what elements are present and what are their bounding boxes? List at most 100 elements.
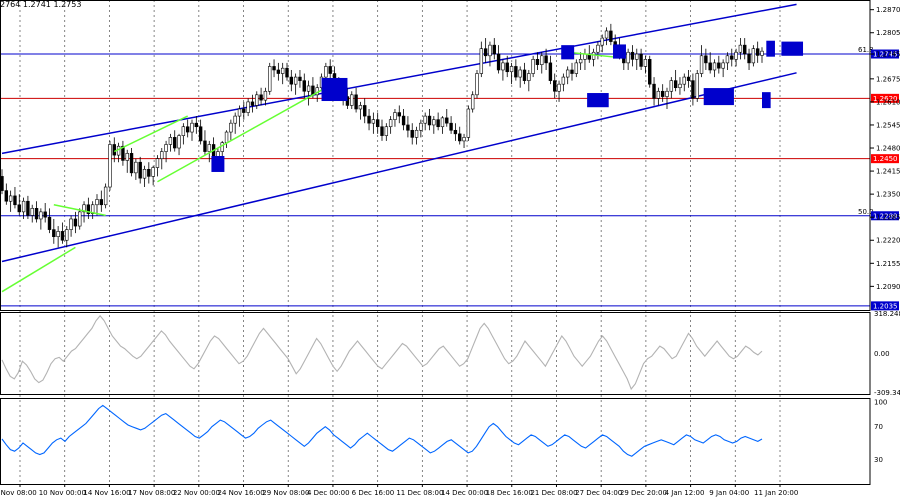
candle-body xyxy=(108,144,112,188)
candle-body xyxy=(531,59,535,74)
candle-body xyxy=(293,76,298,85)
candle-body xyxy=(358,105,363,110)
candle-body xyxy=(652,83,656,99)
candle-body xyxy=(721,62,725,69)
candle-body xyxy=(596,44,600,53)
candle-body xyxy=(142,169,147,179)
candle-body xyxy=(151,167,155,177)
candle-body xyxy=(673,80,678,89)
candle-body xyxy=(414,129,419,138)
candle-body xyxy=(268,66,272,92)
candle-body xyxy=(229,122,233,133)
candle-body xyxy=(207,144,211,152)
candle-body xyxy=(280,67,285,74)
time-tick-label: 22 Nov 00:00 xyxy=(173,489,220,497)
price-tick-label: 1.2285 xyxy=(876,214,900,222)
candle-body xyxy=(65,229,69,241)
candle-body xyxy=(285,67,289,78)
time-tick-label: 10 Nov 00:00 xyxy=(39,489,86,497)
price-tick-label: 1.2415 xyxy=(876,168,900,176)
rsi-line xyxy=(1,404,763,457)
candle-body xyxy=(639,53,643,67)
candle-body xyxy=(388,119,393,128)
candle-body xyxy=(436,119,440,128)
candle-body xyxy=(544,55,548,64)
candle-body xyxy=(4,190,9,202)
candle-body xyxy=(751,48,756,64)
candle-body xyxy=(181,126,186,136)
price-tick-label: 1.2805 xyxy=(876,29,900,37)
candle-body xyxy=(367,115,371,124)
level-label: 1.2289 xyxy=(873,212,898,220)
candle-body xyxy=(203,140,207,152)
candle-body xyxy=(669,80,674,92)
candle-body xyxy=(678,83,682,89)
candle-body xyxy=(155,158,160,168)
candle-body xyxy=(432,119,436,126)
candle-body xyxy=(103,186,108,206)
candle-body xyxy=(375,119,380,128)
candle-body xyxy=(760,50,764,56)
level-label-bg xyxy=(871,49,899,59)
rsi-axis-label: 70 xyxy=(874,423,883,431)
cci-line xyxy=(1,314,763,391)
candle-body xyxy=(501,62,505,71)
candle-body xyxy=(380,126,384,136)
candle-body xyxy=(423,115,427,124)
candle-body xyxy=(458,133,462,142)
candle-body xyxy=(479,48,484,74)
level-label-bg xyxy=(871,301,899,311)
candle-body xyxy=(397,112,401,117)
level-label: 1.2450 xyxy=(873,155,898,163)
signal-marker xyxy=(766,40,775,57)
candle-body xyxy=(82,204,86,213)
candle-body xyxy=(306,85,311,92)
divergence-lines[interactable] xyxy=(1,51,620,293)
candle-body xyxy=(574,62,579,74)
candle-body xyxy=(69,218,73,230)
price-tick-label: 1.2610 xyxy=(876,98,900,106)
level-label-bg xyxy=(871,93,899,103)
candle-body xyxy=(259,94,263,101)
candle-body xyxy=(553,80,557,92)
candle-body xyxy=(734,51,738,60)
candle-body xyxy=(609,30,613,42)
candle-body xyxy=(522,69,527,81)
cci-indicator: 318.248 0.00 -309.347 xyxy=(1,310,900,397)
candle-body xyxy=(134,161,138,174)
time-tick-label: 24 Nov 16:00 xyxy=(218,489,265,497)
candle-body xyxy=(272,66,276,71)
time-tick-label: 4 Dec 00:00 xyxy=(307,489,350,497)
candle-body xyxy=(565,69,570,78)
candle-body xyxy=(237,108,242,117)
candlestick-series xyxy=(0,23,764,248)
signal-marker xyxy=(321,77,348,102)
candle-body xyxy=(691,80,695,99)
trend-channel[interactable] xyxy=(1,3,797,263)
candle-body xyxy=(311,85,315,96)
candle-body xyxy=(138,161,142,179)
candle-body xyxy=(147,169,151,177)
candle-body xyxy=(255,94,259,106)
candle-body xyxy=(505,62,509,73)
candle-body xyxy=(453,129,458,135)
price-tick-label: 1.2220 xyxy=(876,237,900,245)
candle-body xyxy=(21,200,26,213)
candle-body xyxy=(224,131,229,143)
candle-body xyxy=(419,122,423,131)
level-label: 1.2745 xyxy=(873,51,898,59)
candle-body xyxy=(52,229,56,238)
signal-marker xyxy=(703,88,734,106)
candle-body xyxy=(406,124,410,131)
cci-axis-label: 318.248 xyxy=(874,310,900,318)
candle-body xyxy=(8,195,13,202)
candle-body xyxy=(86,204,91,214)
candle-body xyxy=(665,90,669,97)
level-label: 1.2620 xyxy=(873,95,898,103)
candle-body xyxy=(73,218,78,227)
candle-body xyxy=(514,66,518,78)
panel-frame-3 xyxy=(0,398,871,485)
time-tick-label: 7 Nov 08:00 xyxy=(0,489,37,497)
candle-body xyxy=(561,76,566,85)
